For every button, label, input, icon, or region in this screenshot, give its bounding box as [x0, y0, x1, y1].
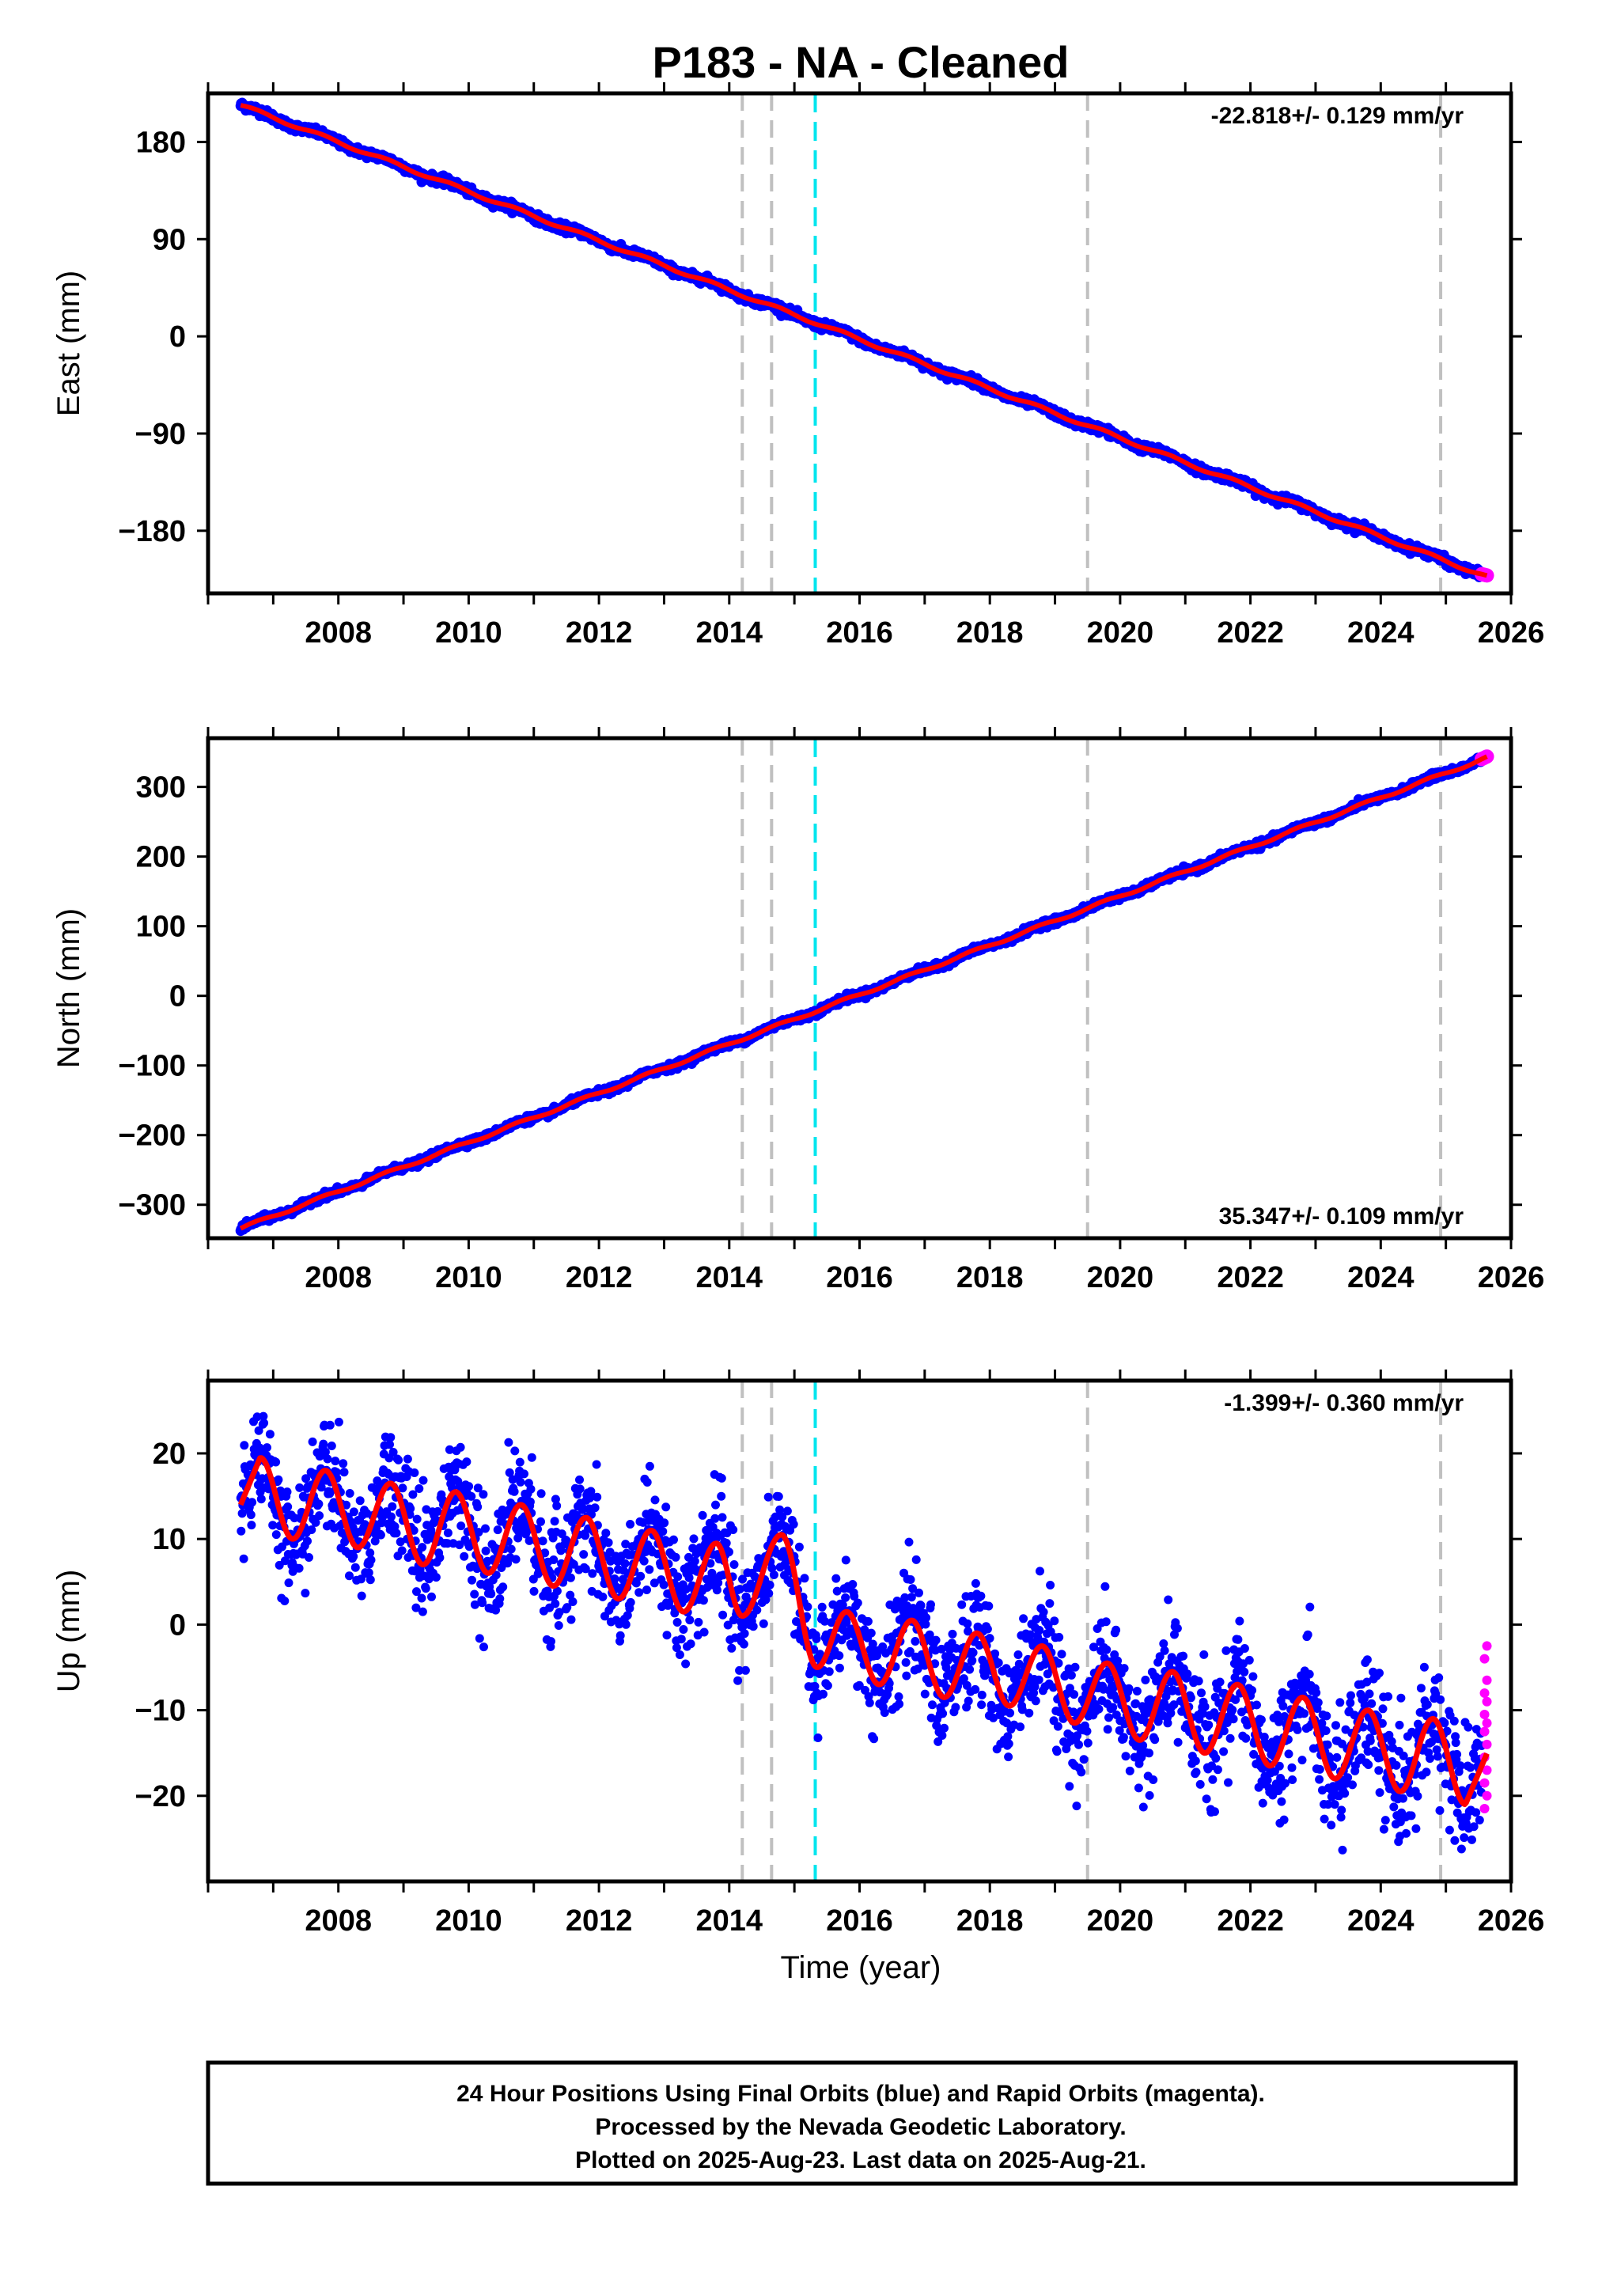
- up-rapid-orbit-point-7: [1479, 1726, 1490, 1737]
- north-x-tick-label-2026: 2026: [1478, 1261, 1545, 1294]
- east-x-tick-label-2024: 2024: [1347, 616, 1415, 650]
- north-x-tick-label-2024: 2024: [1347, 1261, 1415, 1294]
- up-rate-label: -1.399+/- 0.360 mm/yr: [1224, 1390, 1464, 1416]
- up-rapid-orbit-point-5: [1479, 1710, 1490, 1719]
- north-y-tick-label-5: −200: [118, 1120, 186, 1153]
- up-rapid-orbit-point-2: [1482, 1675, 1492, 1685]
- up-x-tick-label-2026: 2026: [1478, 1904, 1545, 1938]
- up-rapid-orbit-point-3: [1479, 1688, 1490, 1698]
- east-x-tick-label-2012: 2012: [566, 616, 633, 650]
- up-x-tick-label-2022: 2022: [1217, 1904, 1284, 1938]
- north-x-tick-label-2010: 2010: [435, 1261, 502, 1294]
- up-plot-area: [236, 1381, 1492, 1881]
- up-panel: 2008 2010 2012 2014 2016 2018 2020 2022 2024 2026…: [51, 1370, 1544, 1938]
- up-y-tick-label-4: −20: [135, 1780, 186, 1813]
- north-model-line: [239, 754, 1488, 1231]
- north-x-tick-label-2014: 2014: [696, 1261, 763, 1294]
- up-y-tick-label-3: −10: [135, 1695, 186, 1728]
- north-panel: 2008 2010 2012 2014 2016 2018 2020 2022 2024 2026…: [51, 727, 1544, 1294]
- up-y-axis-label: Up (mm): [51, 1570, 86, 1693]
- up-rapid-orbit-point-0: [1482, 1641, 1492, 1651]
- north-y-tick-label-6: −300: [118, 1189, 186, 1222]
- up-x-tick-label-2014: 2014: [696, 1904, 763, 1938]
- east-y-tick-label-1: 90: [153, 223, 186, 256]
- east-x-tick-label-2016: 2016: [826, 616, 893, 650]
- x-axis-label: Time (year): [781, 1950, 941, 1985]
- up-rapid-orbit-point-11: [1479, 1778, 1490, 1788]
- up-rapid-orbit-point-12: [1482, 1790, 1492, 1801]
- footer-box: [206, 2060, 1518, 2186]
- east-y-tick-label-3: −90: [135, 418, 186, 451]
- east-x-tick-label-2022: 2022: [1217, 616, 1284, 650]
- east-model-line: [239, 103, 1488, 578]
- north-x-tick-label-2016: 2016: [826, 1261, 893, 1294]
- east-y-tick-label-4: −180: [118, 515, 186, 548]
- east-x-tick-label-2020: 2020: [1087, 616, 1154, 650]
- up-y-tick-label-0: 20: [153, 1438, 186, 1471]
- up-rapid-orbit-point-13: [1479, 1804, 1490, 1814]
- north-x-tick-label-2020: 2020: [1087, 1261, 1154, 1294]
- up-rapid-orbit-point-10: [1482, 1765, 1492, 1775]
- east-x-tick-label-2014: 2014: [696, 616, 763, 650]
- up-x-tick-label-2008: 2008: [305, 1904, 372, 1938]
- up-x-tick-label-2024: 2024: [1347, 1904, 1415, 1938]
- up-model-line: [237, 1455, 1490, 1807]
- up-rapid-orbit-point-8: [1482, 1739, 1492, 1749]
- east-x-tick-label-2008: 2008: [305, 616, 372, 650]
- up-x-tick-label-2010: 2010: [435, 1904, 502, 1938]
- up-x-tick-label-2012: 2012: [566, 1904, 633, 1938]
- north-y-tick-label-2: 100: [136, 911, 186, 944]
- east-x-tick-label-2026: 2026: [1478, 616, 1545, 650]
- north-plot-area: [235, 738, 1494, 1238]
- east-rate-label: -22.818+/- 0.129 mm/yr: [1211, 103, 1464, 129]
- east-x-tick-label-2018: 2018: [956, 616, 1024, 650]
- north-x-tick-label-2012: 2012: [566, 1261, 633, 1294]
- east-rapid-orbit-point-4: [1479, 568, 1494, 583]
- east-x-tick-label-2010: 2010: [435, 616, 502, 650]
- north-y-tick-label-4: −100: [118, 1050, 186, 1083]
- north-y-axis-label: North (mm): [51, 908, 86, 1068]
- figure-title: P183 - NA - Cleaned: [653, 37, 1070, 87]
- north-x-tick-label-2018: 2018: [956, 1261, 1024, 1294]
- north-y-tick-label-1: 200: [136, 841, 186, 874]
- east-y-tick-label-2: 0: [169, 320, 186, 354]
- east-y-tick-label-0: 180: [136, 126, 186, 159]
- up-x-tick-label-2018: 2018: [956, 1904, 1024, 1938]
- north-rate-label: 35.347+/- 0.109 mm/yr: [1219, 1203, 1464, 1229]
- east-panel: 2008 2010 2012 2014 2016 2018 2020 2022 2024 2026…: [51, 82, 1544, 650]
- up-rapid-orbit-point-4: [1482, 1696, 1492, 1707]
- north-y-tick-label-3: 0: [169, 980, 186, 1013]
- up-rapid-orbit-point-1: [1479, 1654, 1490, 1664]
- up-y-tick-label-1: 10: [153, 1523, 186, 1556]
- up-x-tick-label-2020: 2020: [1087, 1904, 1154, 1938]
- footer-line-1: 24 Hour Positions Using Final Orbits (bl…: [456, 2081, 1265, 2107]
- up-rapid-orbit-point-6: [1482, 1718, 1492, 1728]
- up-y-tick-label-2: 0: [169, 1608, 186, 1642]
- north-y-tick-label-0: 300: [136, 771, 186, 805]
- east-y-axis-label: East (mm): [51, 271, 86, 416]
- north-x-tick-label-2022: 2022: [1217, 1261, 1284, 1294]
- footer-line-2: Processed by the Nevada Geodetic Laborat…: [595, 2114, 1126, 2140]
- north-x-tick-label-2008: 2008: [305, 1261, 372, 1294]
- east-plot-area: [235, 93, 1494, 593]
- footer-line-3: Plotted on 2025-Aug-23. Last data on 202…: [575, 2147, 1146, 2173]
- up-x-tick-label-2016: 2016: [826, 1904, 893, 1938]
